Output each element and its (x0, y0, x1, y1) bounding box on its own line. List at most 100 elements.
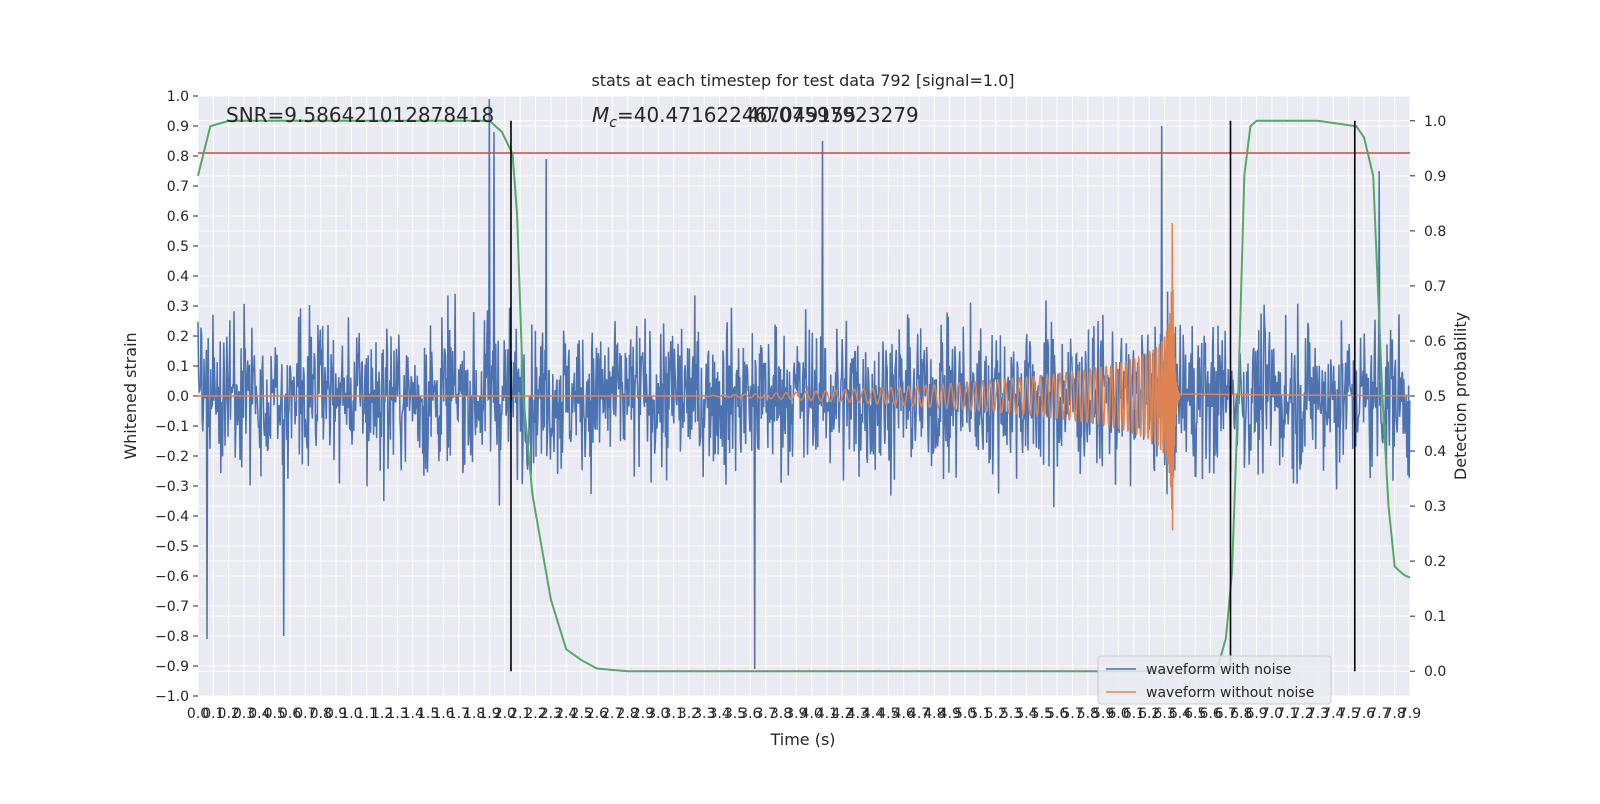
x-tick-label: 5.5 (1031, 706, 1053, 722)
y-tick-label: 0.8 (167, 149, 189, 165)
x-tick-label: 6.3 (1153, 706, 1175, 722)
x-tick-label: 5.3 (1000, 706, 1022, 722)
y-tick-label: 0.1 (167, 359, 189, 375)
x-tick-label: 7.9 (1399, 706, 1421, 722)
x-tick-label: 2.4 (555, 706, 577, 722)
y-tick-label: −0.6 (155, 569, 189, 585)
tick-labels: 0.00.10.20.30.40.50.60.70.80.91.01.11.21… (155, 89, 1446, 722)
y2-tick-label: 0.7 (1424, 279, 1446, 295)
x-tick-label: 3.2 (678, 706, 700, 722)
x-tick-label: 4.8 (923, 706, 945, 722)
x-tick-label: 6.7 (1215, 706, 1237, 722)
x-tick-label: 2.1 (509, 706, 531, 722)
x-tick-label: 6.5 (1184, 706, 1206, 722)
y2-tick-label: 0.3 (1424, 499, 1446, 515)
x-tick-label: 4.0 (801, 706, 823, 722)
x-tick-label: 3.1 (662, 706, 684, 722)
x-tick-label: 3.5 (724, 706, 746, 722)
x-tick-label: 7.2 (1291, 706, 1313, 722)
legend: waveform with noise waveform without noi… (1097, 655, 1332, 705)
x-tick-label: 0.2 (218, 706, 240, 722)
x-tick-label: 1.2 (371, 706, 393, 722)
y2-tick-label: 1.0 (1424, 114, 1446, 130)
mc-annotation: Mc=40.471622467049155 (592, 103, 856, 131)
x-tick-label: 3.9 (785, 706, 807, 722)
y-tick-label: −0.4 (155, 509, 189, 525)
y-tick-label: 0.2 (167, 329, 189, 345)
x-tick-label: 0.6 (279, 706, 301, 722)
x-tick-label: 4.5 (877, 706, 899, 722)
x-tick-label: 6.2 (1138, 706, 1160, 722)
y-tick-label: −0.9 (155, 659, 189, 675)
y-axis-label: Whitened strain (121, 332, 140, 459)
y2-tick-label: 0.5 (1424, 389, 1446, 405)
x-tick-label: 4.3 (847, 706, 869, 722)
x-tick-label: 7.6 (1353, 706, 1375, 722)
x-tick-label: 5.8 (1077, 706, 1099, 722)
x-tick-label: 0.7 (294, 706, 316, 722)
x-tick-label: 3.4 (708, 706, 730, 722)
x-tick-label: 5.4 (1015, 706, 1037, 722)
y-tick-label: 0.0 (167, 389, 189, 405)
x-tick-label: 6.0 (1107, 706, 1129, 722)
y-tick-label: −0.7 (155, 599, 189, 615)
y2-tick-label: 0.6 (1424, 334, 1446, 350)
x-tick-label: 2.7 (601, 706, 623, 722)
y-tick-label: 1.0 (167, 89, 189, 105)
x-tick-label: 2.8 (616, 706, 638, 722)
y-tick-label: 0.6 (167, 209, 189, 225)
x-tick-label: 0.4 (248, 706, 270, 722)
x-tick-label: 3.8 (770, 706, 792, 722)
x-tick-label: 2.2 (524, 706, 546, 722)
legend-box (1097, 655, 1332, 705)
x-tick-label: 3.7 (755, 706, 777, 722)
chart-title: stats at each timestep for test data 792… (591, 71, 1014, 90)
x-tick-label: 5.9 (1092, 706, 1114, 722)
y-tick-label: 0.4 (167, 269, 189, 285)
x-tick-label: 7.8 (1384, 706, 1406, 722)
x-tick-label: 4.6 (893, 706, 915, 722)
x-tick-label: 4.9 (939, 706, 961, 722)
x-tick-label: 7.7 (1368, 706, 1390, 722)
x-tick-label: 5.2 (985, 706, 1007, 722)
y2-tick-label: 0.1 (1424, 609, 1446, 625)
y-tick-label: −0.3 (155, 479, 189, 495)
x-tick-label: 7.0 (1261, 706, 1283, 722)
y-tick-label: −1.0 (155, 689, 189, 705)
x-tick-label: 0.0 (187, 706, 209, 722)
x-tick-label: 3.3 (693, 706, 715, 722)
x-tick-label: 1.6 (432, 706, 454, 722)
x-tick-label: 3.6 (739, 706, 761, 722)
legend-label-clean: waveform without noise (1146, 685, 1314, 701)
x-tick-label: 3.0 (647, 706, 669, 722)
x-tick-label: 2.3 (540, 706, 562, 722)
x-tick-label: 7.3 (1307, 706, 1329, 722)
x-tick-label: 2.9 (632, 706, 654, 722)
x-tick-label: 5.0 (954, 706, 976, 722)
x-tick-label: 4.7 (908, 706, 930, 722)
x-tick-label: 0.9 (325, 706, 347, 722)
x-tick-label: 1.9 (478, 706, 500, 722)
x-tick-label: 1.4 (402, 706, 424, 722)
y2-tick-label: 0.9 (1424, 169, 1446, 185)
x-tick-label: 1.0 (340, 706, 362, 722)
x-tick-label: 5.1 (969, 706, 991, 722)
y-tick-label: −0.8 (155, 629, 189, 645)
mc-overlap-annotation: 40.07597923279 (747, 103, 919, 127)
series-layer (197, 98, 1411, 673)
x-tick-label: 5.7 (1061, 706, 1083, 722)
y-tick-label: 0.5 (167, 239, 189, 255)
y-tick-label: 0.3 (167, 299, 189, 315)
x-tick-label: 2.6 (586, 706, 608, 722)
y2-tick-label: 0.2 (1424, 554, 1446, 570)
snr-annotation: SNR=9.586421012878418 (226, 103, 494, 127)
y2-tick-label: 0.8 (1424, 224, 1446, 240)
x-tick-label: 0.3 (233, 706, 255, 722)
x-tick-label: 1.5 (417, 706, 439, 722)
x-tick-label: 6.8 (1230, 706, 1252, 722)
y-tick-label: −0.2 (155, 449, 189, 465)
x-tick-label: 5.6 (1046, 706, 1068, 722)
y-tick-label: 0.7 (167, 179, 189, 195)
y2-axis-label: Detection probability (1451, 312, 1470, 480)
